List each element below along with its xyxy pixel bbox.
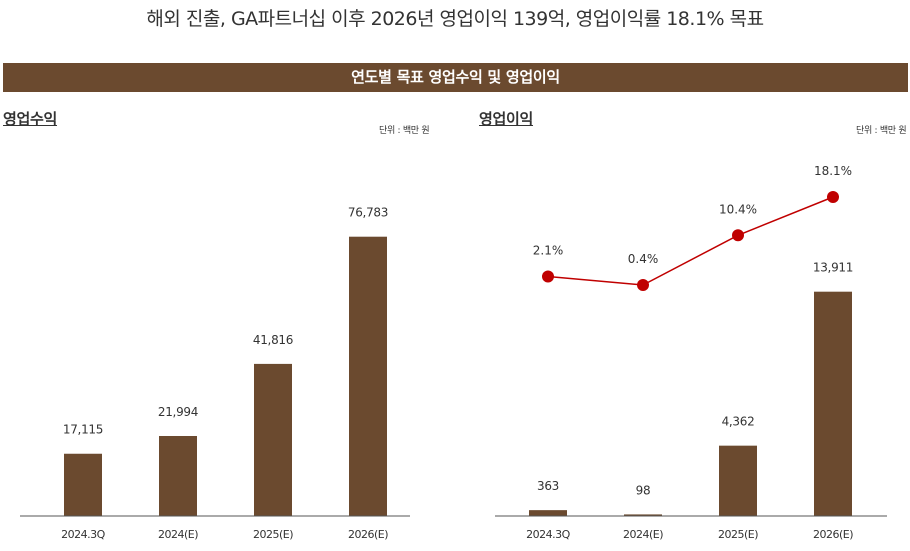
revenue-category-label: 2025(E) [253, 528, 293, 541]
margin-point [637, 279, 649, 291]
revenue-bar [64, 453, 102, 516]
revenue-category-label: 2026(E) [348, 528, 388, 541]
margin-line [547, 196, 834, 286]
revenue-chart-title: 영업수익 [3, 110, 58, 128]
profit-chart-title: 영업이익 [479, 110, 534, 128]
margin-point [542, 270, 554, 283]
profit-bar [624, 514, 662, 516]
profit-bar [529, 510, 567, 516]
section-banner: 연도별 목표 영업수익 및 영업이익 [3, 63, 908, 92]
revenue-unit-label: 단위 : 백만 원 [379, 126, 430, 136]
profit-category-label: 2024.3Q [526, 528, 570, 541]
margin-value-label: 2.1% [533, 244, 564, 258]
profit-value-label: 98 [636, 483, 651, 497]
profit-value-label: 363 [537, 479, 559, 493]
margin-point [732, 229, 744, 242]
margin-value-label: 0.4% [628, 252, 659, 266]
revenue-category-label: 2024(E) [158, 528, 198, 541]
margin-value-label: 10.4% [719, 202, 757, 216]
margin-value-label: 18.1% [814, 164, 852, 178]
revenue-value-label: 21,994 [158, 405, 198, 419]
revenue-bar [159, 435, 197, 516]
page-headline: 해외 진출, GA파트너십 이후 2026년 영업이익 139억, 영업이익률 … [146, 8, 764, 30]
revenue-bar [254, 363, 292, 516]
revenue-category-label: 2024.3Q [61, 528, 105, 541]
revenue-value-label: 41,816 [253, 333, 293, 347]
revenue-value-label: 17,115 [63, 423, 103, 437]
profit-category-label: 2024(E) [623, 528, 663, 541]
profit-category-label: 2025(E) [718, 528, 758, 541]
profit-value-label: 13,911 [813, 261, 853, 275]
margin-point [827, 191, 839, 203]
profit-bar [814, 291, 852, 516]
profit-value-label: 4,362 [722, 415, 755, 429]
profit-bar [719, 445, 757, 516]
revenue-value-label: 76,783 [348, 206, 388, 220]
profit-unit-label: 단위 : 백만 원 [856, 126, 907, 136]
revenue-bar [349, 236, 387, 516]
profit-category-label: 2026(E) [813, 528, 853, 541]
